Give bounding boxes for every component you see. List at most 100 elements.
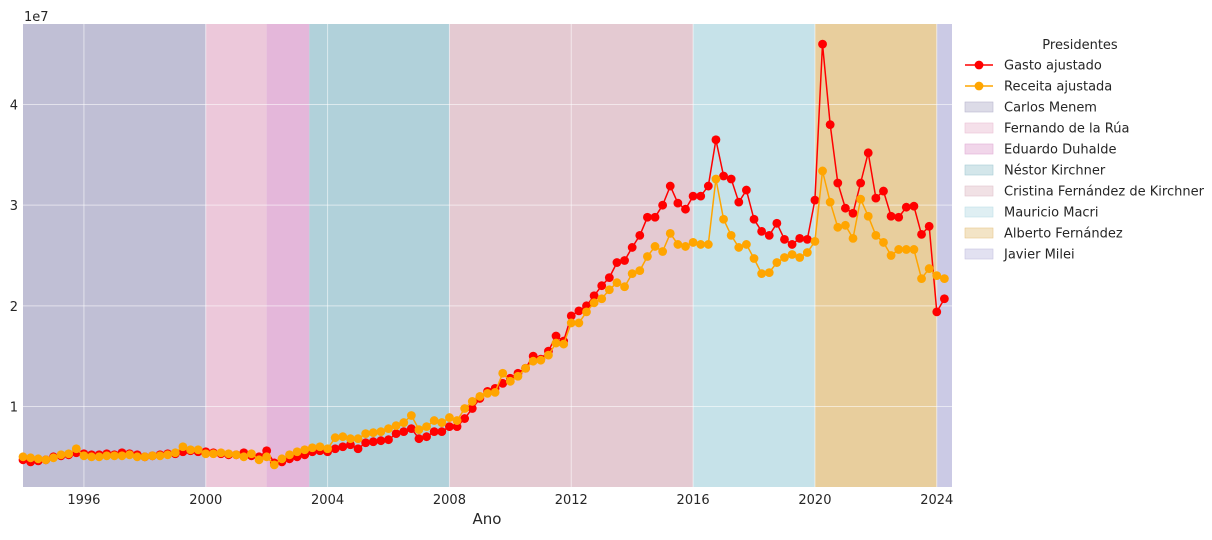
series-layer — [18, 39, 949, 470]
data-point — [18, 452, 28, 462]
data-point — [681, 242, 690, 251]
data-point — [460, 404, 470, 413]
data-point — [467, 404, 477, 413]
data-point — [909, 245, 919, 254]
period-band-8 — [936, 24, 952, 487]
x-tick-label: 1996 — [67, 493, 100, 508]
legend-marker-2 — [974, 81, 984, 91]
data-point — [932, 307, 942, 317]
data-point — [323, 444, 332, 454]
data-point — [711, 135, 721, 145]
data-point — [627, 243, 637, 252]
data-point — [604, 273, 614, 283]
data-point — [574, 306, 584, 316]
data-point — [901, 245, 911, 254]
data-point — [498, 378, 508, 388]
data-point — [163, 450, 173, 460]
period-band-7 — [814, 24, 937, 487]
legend-swatch-4 — [964, 164, 994, 176]
data-point — [544, 350, 553, 360]
data-point — [307, 443, 317, 453]
data-point — [879, 186, 888, 196]
data-point — [353, 444, 363, 454]
axes: 1e7 Ano 1996 2000 2004 2008 2012 2016 2020 2024… — [10, 10, 954, 528]
data-point — [231, 450, 241, 460]
data-point — [688, 191, 698, 201]
data-point — [33, 454, 43, 464]
legend-label: Mauricio Macri — [1004, 206, 1099, 221]
data-point — [467, 397, 477, 406]
x-tick-label: 2016 — [677, 493, 710, 508]
data-point — [894, 245, 904, 254]
x-tick-label: 2000 — [189, 493, 222, 508]
data-point — [79, 451, 89, 461]
data-point — [148, 451, 157, 461]
data-point — [924, 221, 934, 231]
data-point — [56, 450, 66, 460]
data-point — [140, 452, 150, 462]
data-point — [665, 228, 675, 238]
data-point — [711, 174, 721, 184]
data-point — [620, 282, 629, 292]
data-point — [315, 442, 325, 452]
data-point — [742, 185, 751, 195]
legend-title: Presidentes — [1042, 38, 1118, 53]
data-point — [71, 444, 81, 454]
data-point — [239, 452, 249, 462]
data-point — [795, 233, 805, 243]
legend-label: Alberto Fernández — [1004, 227, 1123, 242]
data-point — [330, 433, 340, 443]
data-point — [780, 253, 789, 262]
data-point — [650, 212, 660, 222]
data-point — [361, 429, 371, 439]
data-point — [208, 449, 218, 459]
legend-label: Cristina Fernández de Kirchner — [1004, 185, 1205, 200]
data-point — [109, 451, 119, 461]
data-point — [939, 294, 949, 304]
data-point — [429, 416, 439, 425]
data-point — [627, 269, 637, 279]
data-point — [285, 450, 294, 460]
data-point — [665, 181, 675, 191]
data-point — [787, 240, 797, 249]
data-point — [445, 413, 454, 422]
data-point — [635, 266, 645, 275]
data-point — [757, 226, 767, 236]
data-point — [681, 204, 690, 214]
legend-swatch-7 — [964, 227, 994, 239]
data-point — [726, 230, 736, 240]
data-point — [818, 166, 827, 176]
data-point — [810, 237, 820, 246]
legend-label: Eduardo Duhalde — [1004, 143, 1116, 158]
data-point — [589, 298, 599, 308]
data-point — [917, 274, 926, 284]
data-point — [673, 198, 683, 208]
data-point — [414, 434, 424, 444]
data-point — [597, 294, 607, 304]
data-point — [170, 448, 180, 458]
data-point — [726, 174, 736, 184]
data-point — [445, 422, 454, 432]
data-point — [650, 242, 660, 251]
data-point — [361, 438, 371, 448]
legend-swatch-1 — [964, 101, 994, 113]
data-point — [749, 254, 759, 263]
data-point — [802, 234, 812, 244]
x-tick-label: 2020 — [798, 493, 831, 508]
data-point — [414, 425, 424, 435]
data-point — [391, 421, 401, 431]
period-band-3 — [266, 24, 310, 487]
data-point — [833, 178, 843, 188]
legend-label: Carlos Menem — [1004, 101, 1097, 116]
data-point — [521, 363, 530, 373]
data-point — [612, 258, 622, 267]
data-point — [696, 191, 706, 201]
data-point — [551, 338, 561, 348]
data-point — [894, 212, 904, 222]
period-band-1 — [23, 24, 206, 487]
data-point — [376, 427, 386, 437]
data-point — [909, 201, 919, 211]
data-point — [452, 416, 462, 425]
data-point — [856, 194, 866, 204]
data-point — [216, 448, 226, 458]
